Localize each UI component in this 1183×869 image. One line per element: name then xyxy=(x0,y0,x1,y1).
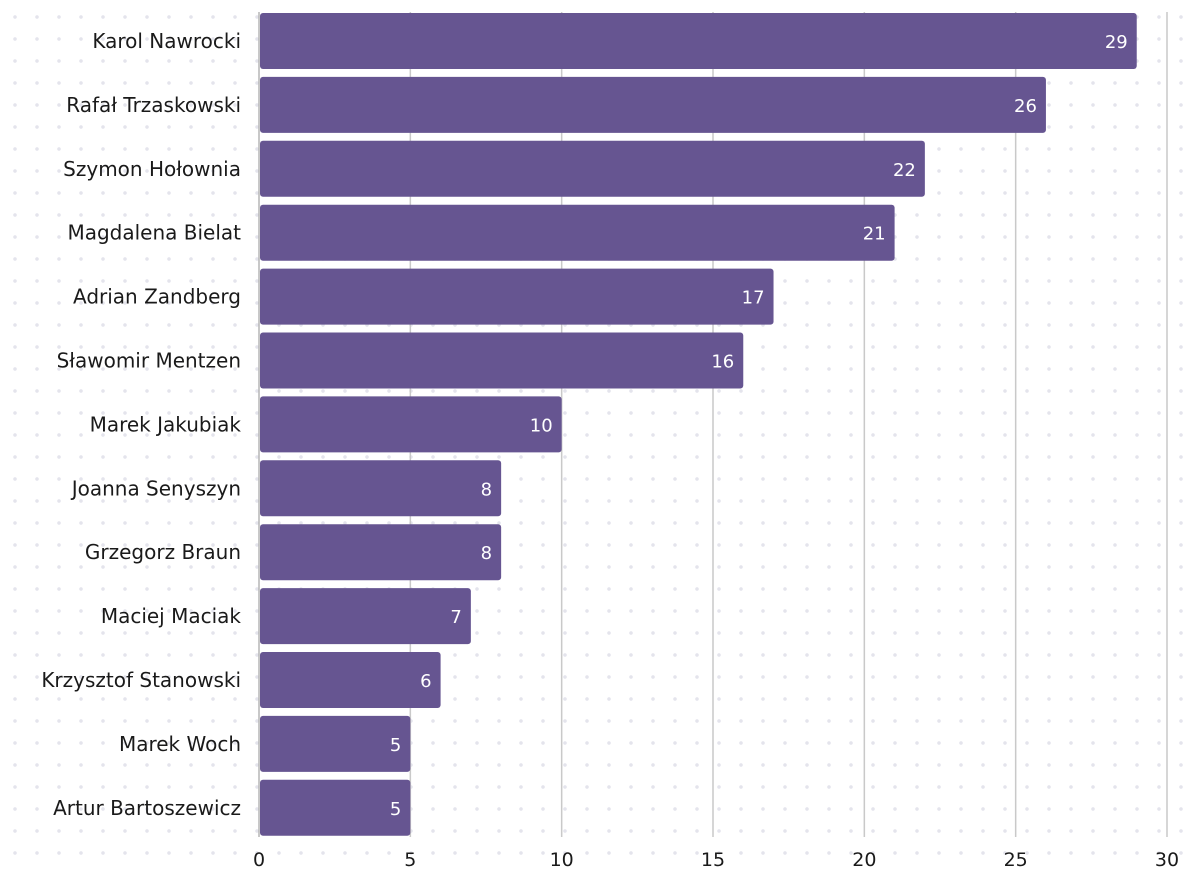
category-label-4: Adrian Zandberg xyxy=(73,285,241,309)
category-label-9: Maciej Maciak xyxy=(101,604,242,628)
category-label-12: Artur Bartoszewicz xyxy=(53,796,241,820)
value-label-7: 8 xyxy=(481,479,492,500)
bar-9 xyxy=(260,588,471,645)
value-label-12: 5 xyxy=(390,799,401,820)
value-label-6: 10 xyxy=(530,415,553,436)
value-label-1: 26 xyxy=(1014,96,1037,117)
category-label-2: Szymon Hołownia xyxy=(63,157,241,181)
value-label-10: 6 xyxy=(420,671,431,692)
category-label-1: Rafał Trzaskowski xyxy=(66,93,241,117)
x-tick-labels: 0 5 10 15 20 25 30 xyxy=(253,849,1179,869)
bar-5 xyxy=(260,332,744,389)
x-tick-label-30: 30 xyxy=(1155,849,1179,869)
category-label-8: Grzegorz Braun xyxy=(85,540,241,564)
value-label-3: 21 xyxy=(863,224,886,245)
x-tick-label-5: 5 xyxy=(404,849,416,869)
category-label-10: Krzysztof Stanowski xyxy=(41,668,241,692)
bar-7 xyxy=(260,460,502,517)
bar-4 xyxy=(260,268,774,325)
x-tick-label-10: 10 xyxy=(550,849,574,869)
bar-2 xyxy=(260,140,925,197)
value-label-2: 22 xyxy=(893,160,916,181)
x-tick-label-0: 0 xyxy=(253,849,265,869)
category-label-6: Marek Jakubiak xyxy=(90,412,242,436)
category-labels: Karol Nawrocki Rafał Trzaskowski Szymon Ho… xyxy=(41,29,241,820)
value-label-11: 5 xyxy=(390,735,401,756)
bar-11 xyxy=(260,715,411,772)
bar-3 xyxy=(260,204,895,261)
value-label-9: 7 xyxy=(450,607,461,628)
category-label-3: Magdalena Bielat xyxy=(67,221,241,245)
bar-10 xyxy=(260,652,441,708)
value-label-0: 29 xyxy=(1105,32,1128,53)
category-label-5: Sławomir Mentzen xyxy=(57,349,241,373)
bar-1 xyxy=(260,76,1046,133)
bar-0 xyxy=(260,13,1137,69)
x-tick-label-20: 20 xyxy=(852,849,876,869)
value-labels: 29 26 22 21 17 16 10 8 8 7 6 5 5 xyxy=(390,32,1128,820)
value-label-5: 16 xyxy=(711,352,734,373)
bar-6 xyxy=(260,396,562,453)
category-label-11: Marek Woch xyxy=(119,732,241,756)
bars xyxy=(260,13,1137,836)
value-label-8: 8 xyxy=(481,543,492,564)
x-tick-label-25: 25 xyxy=(1004,849,1028,869)
bar-12 xyxy=(260,779,411,836)
category-label-0: Karol Nawrocki xyxy=(92,29,241,53)
category-label-7: Joanna Senyszyn xyxy=(70,476,241,500)
value-label-4: 17 xyxy=(742,288,765,309)
bar-8 xyxy=(260,524,502,581)
x-tick-label-15: 15 xyxy=(701,849,725,869)
